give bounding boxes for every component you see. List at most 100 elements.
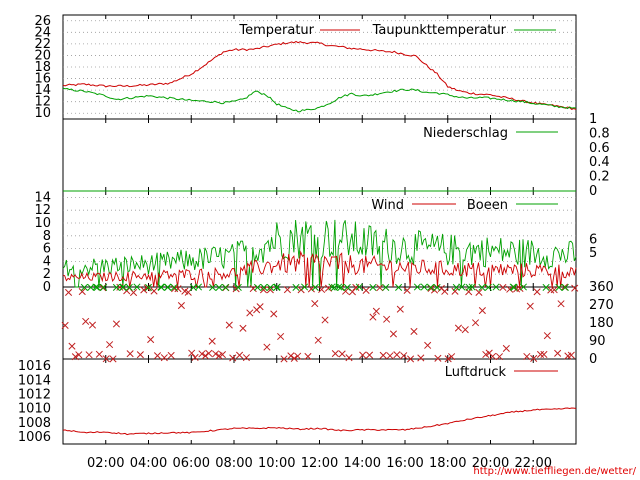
legend-label-wind: Wind [371, 198, 404, 213]
wind-direction-marker [396, 305, 404, 313]
wind-direction-marker [65, 288, 73, 296]
wind-direction-marker [256, 303, 264, 311]
wind-direction-marker [328, 283, 336, 291]
wind-direction-marker [266, 286, 274, 294]
precipitation-y-tick: 0.2 [589, 170, 610, 185]
temperature-y-tick: 24 [34, 25, 51, 40]
wind-direction-marker [342, 287, 350, 295]
wind-direction-marker [61, 321, 69, 330]
wind-direction-marker [519, 283, 527, 291]
wind-direction-marker [550, 286, 558, 294]
wind-direction-marker [221, 283, 230, 291]
wind-direction-marker [383, 315, 391, 323]
wind-direction-marker [277, 332, 285, 341]
wind-direction-marker [571, 284, 579, 292]
wind-direction-marker [170, 283, 178, 291]
wind-direction-marker [157, 283, 165, 291]
wind-direction-marker [499, 283, 507, 292]
wind-direction-marker [75, 351, 83, 359]
wind-direction-marker [475, 288, 483, 297]
wind-direction-marker [140, 286, 148, 294]
wind-direction-marker [144, 283, 153, 291]
wind-direction-marker [143, 284, 151, 292]
wind-direction-marker [93, 283, 101, 291]
wind-direction-marker [382, 283, 390, 291]
wind-direction-marker [246, 309, 254, 317]
wind-direction-marker [212, 350, 220, 358]
wind-direction-marker [167, 351, 175, 360]
wind-direction-marker [208, 337, 216, 345]
wind-direction-marker [119, 283, 127, 291]
temperature-y-tick: 20 [34, 48, 51, 63]
wind-direction-marker [471, 319, 480, 327]
wind-direction-marker [318, 285, 326, 294]
wind-direction-marker [393, 351, 401, 359]
wind-direction-marker [191, 353, 199, 361]
pressure-y-tick: 1008 [18, 416, 51, 431]
wind-direction-marker [266, 283, 274, 291]
legend-label-luftdruck: Luftdruck [445, 365, 507, 380]
wind-direction-marker [434, 354, 442, 362]
precipitation-y-tick: 0.8 [589, 126, 610, 141]
wind-direction-marker [530, 354, 538, 362]
wind-direction-marker [420, 283, 428, 291]
wind-direction-marker [215, 283, 223, 291]
pressure-legend: Luftdruck [445, 365, 558, 380]
precipitation-y-tick: 1 [589, 112, 597, 127]
wind-direction-marker [465, 283, 473, 291]
wind-direction-marker [239, 324, 247, 332]
wind-direction-marker [68, 342, 76, 350]
wind-direction-marker [345, 354, 353, 362]
wind-direction-marker [362, 286, 370, 294]
legend-label-boeen: Boeen [467, 198, 508, 213]
wind-direction-marker [290, 354, 298, 362]
wind-direction-marker [337, 283, 345, 291]
wind-direction-marker [287, 352, 295, 360]
wind-y-tick: 14 [34, 190, 51, 205]
direction-y-tick: 90 [589, 334, 606, 349]
precipitation-y-tick: 0.4 [589, 155, 610, 170]
wind-direction-marker [536, 350, 545, 358]
wind-direction-marker [454, 324, 462, 332]
pressure-y-tick: 1006 [18, 430, 51, 445]
wind-direction-marker [461, 326, 469, 334]
x-tick-label: 18:00 [429, 456, 466, 471]
wind-right-tick: 5 [589, 246, 597, 261]
wind-direction-marker [133, 283, 141, 291]
precipitation-legend: Niederschlag [423, 126, 558, 141]
wind-direction-marker [369, 283, 377, 291]
footer-url-link[interactable]: http://www.tiefflie­gen.de/wetter/ [473, 466, 636, 477]
wind-direction-marker [495, 353, 504, 361]
wind-direction-marker [294, 352, 302, 360]
wind-direction-marker [82, 317, 90, 325]
wind-direction-marker [338, 350, 346, 358]
wind-direction-marker [395, 283, 403, 291]
wind-direction-marker [510, 283, 518, 291]
wind-direction-marker [78, 288, 86, 296]
wind-direction-marker [441, 287, 449, 295]
x-tick-label: 06:00 [173, 456, 210, 471]
wind-y-tick: 0 [43, 280, 51, 295]
wind-direction-marker [314, 336, 322, 344]
wind-direction-marker [448, 353, 456, 361]
x-tick-label: 10:00 [258, 456, 295, 471]
wind-direction-marker [236, 351, 244, 359]
wind-direction-marker [198, 350, 206, 358]
wind-y-tick: 4 [43, 254, 51, 269]
legend-label-temperatur: Temperatur [238, 23, 314, 38]
wind-direction-marker [102, 355, 110, 363]
wind-y-tick: 10 [34, 216, 51, 231]
wind-direction-marker [218, 351, 227, 359]
wind-direction-marker [150, 287, 158, 295]
wind-direction-marker [253, 283, 262, 291]
wind-direction-marker [543, 332, 551, 340]
wind-direction-marker [407, 355, 415, 363]
wind-direction-marker [523, 352, 531, 361]
legend-label-niederschlag: Niederschlag [423, 126, 508, 141]
wind-direction-marker [331, 349, 339, 358]
wind-direction-marker [478, 283, 486, 291]
luftdruck-line [62, 407, 577, 436]
temperatur-line [62, 40, 577, 111]
wind-direction-marker [365, 351, 374, 359]
wind-direction-marker [400, 352, 408, 360]
